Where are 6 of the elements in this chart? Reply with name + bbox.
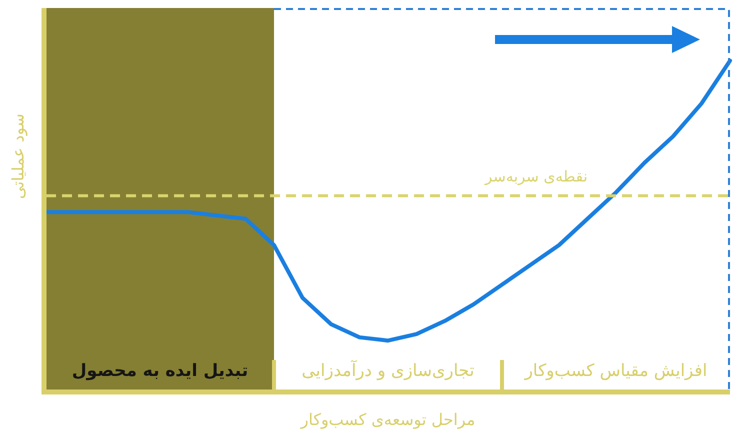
- annotation: افزایش مقیاس کسب‌وکار: [524, 361, 708, 381]
- series-label: نقطه‌ی سربه‌سر: [484, 168, 588, 186]
- annotation: تبدیل ایده به محصول: [72, 361, 248, 381]
- x-axis-title: مراحل توسعه‌ی کسب‌وکار: [300, 410, 476, 429]
- annotation: تجاری‌سازی و درآمدزایی: [302, 360, 475, 381]
- y-axis-title: سود عملیاتی: [8, 114, 28, 199]
